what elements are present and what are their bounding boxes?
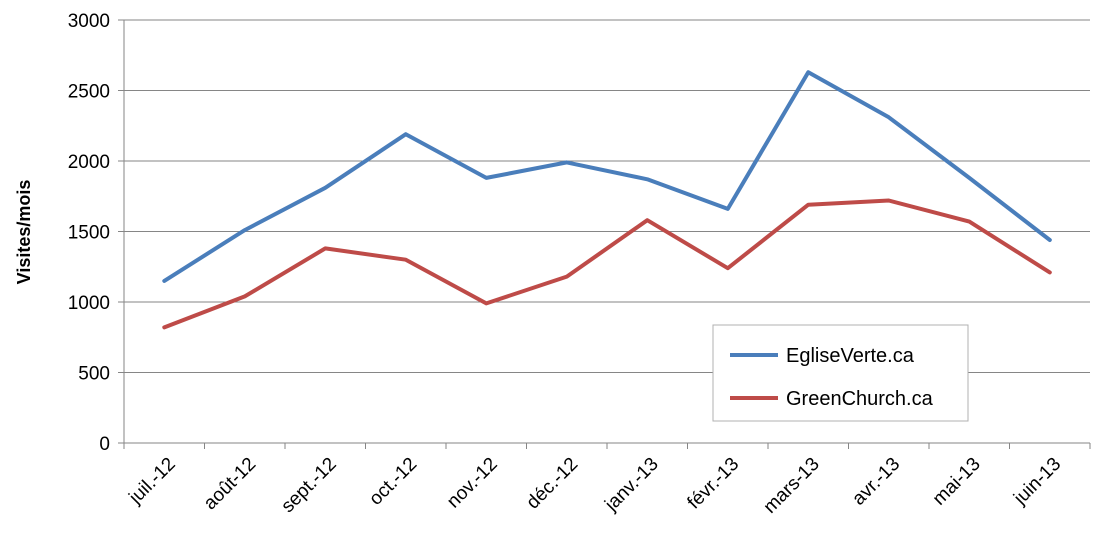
y-axis-label: Visites/mois bbox=[14, 180, 34, 285]
y-tick-label: 3000 bbox=[68, 11, 110, 32]
legend-label: GreenChurch.ca bbox=[786, 388, 934, 410]
y-tick-label: 0 bbox=[99, 434, 110, 455]
legend: EgliseVerte.ca GreenChurch.ca bbox=[712, 324, 969, 422]
x-tick-label: déc.-12 bbox=[523, 454, 583, 514]
gridlines bbox=[124, 19, 1090, 373]
x-tick-label: juin-13 bbox=[1009, 454, 1065, 510]
y-tick-label: 1500 bbox=[68, 223, 110, 244]
x-tick-label: avr.-13 bbox=[848, 454, 904, 510]
x-tick-label: mars-13 bbox=[760, 454, 824, 518]
series-line bbox=[162, 198, 1052, 330]
x-tick-label: juil.-12 bbox=[125, 454, 180, 509]
series-lines bbox=[162, 70, 1052, 330]
y-tick-label: 500 bbox=[78, 364, 110, 385]
x-tick-label: août-12 bbox=[200, 454, 260, 514]
x-tick-label: sept.-12 bbox=[277, 454, 340, 517]
x-axis-ticks: juil.-12 août-12 sept.-12 oct.-12 nov.-12 déc… bbox=[125, 454, 1066, 518]
axes bbox=[118, 19, 1091, 449]
x-tick-label: févr.-13 bbox=[684, 454, 744, 514]
series-line bbox=[162, 70, 1052, 283]
y-tick-label: 2000 bbox=[68, 152, 110, 173]
x-tick-label: janv.-13 bbox=[600, 454, 662, 516]
y-axis-ticks: 0 500 1000 1500 2000 2500 3000 bbox=[68, 11, 110, 455]
x-tick-label: mai-13 bbox=[929, 454, 985, 510]
y-tick-label: 2500 bbox=[68, 82, 110, 103]
y-tick-label: 1000 bbox=[68, 293, 110, 314]
x-tick-label: oct.-12 bbox=[365, 454, 421, 510]
legend-label: EgliseVerte.ca bbox=[786, 345, 915, 367]
legend-box bbox=[712, 324, 969, 422]
x-tick-label: nov.-12 bbox=[443, 454, 502, 513]
